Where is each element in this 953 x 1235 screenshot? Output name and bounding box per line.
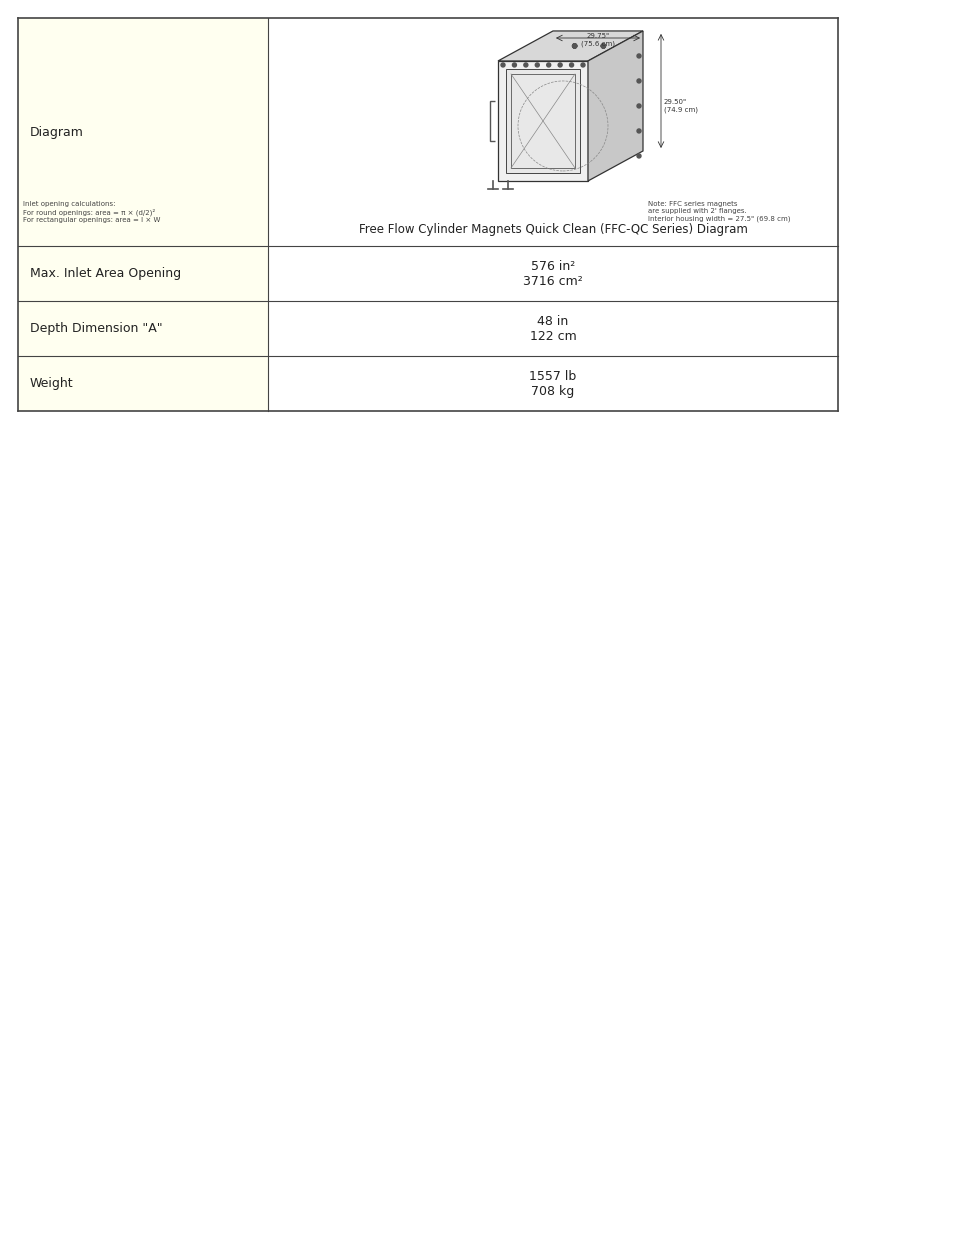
Bar: [18, 301, 268, 356]
Bar: [497, 61, 587, 182]
Bar: [268, 356, 837, 411]
Circle shape: [600, 44, 605, 48]
Text: Max. Inlet Area Opening: Max. Inlet Area Opening: [30, 267, 181, 280]
Circle shape: [600, 44, 605, 48]
Circle shape: [572, 44, 576, 48]
Text: 29.75"
(75.6 cm): 29.75" (75.6 cm): [580, 33, 615, 47]
Circle shape: [600, 44, 605, 48]
Circle shape: [637, 128, 640, 133]
Bar: [18, 356, 268, 411]
Circle shape: [637, 154, 640, 158]
Text: Free Flow Cylinder Magnets Quick Clean (FFC-QC Series) Diagram: Free Flow Cylinder Magnets Quick Clean (…: [358, 224, 746, 236]
Text: 48 in
122 cm: 48 in 122 cm: [529, 315, 576, 342]
Circle shape: [637, 79, 640, 83]
Circle shape: [572, 44, 576, 48]
Text: 576 in²
3716 cm²: 576 in² 3716 cm²: [522, 259, 582, 288]
Circle shape: [535, 63, 538, 67]
Circle shape: [546, 63, 550, 67]
Circle shape: [600, 44, 605, 48]
Circle shape: [637, 104, 640, 107]
Bar: [268, 301, 837, 356]
Circle shape: [637, 54, 640, 58]
Text: Diagram: Diagram: [30, 126, 84, 138]
Text: Inlet opening calculations:
For round openings: area = π × (d/2)²
For rectangula: Inlet opening calculations: For round op…: [23, 201, 160, 222]
Bar: [268, 246, 837, 301]
Text: Depth Dimension "A": Depth Dimension "A": [30, 322, 162, 335]
Circle shape: [500, 63, 504, 67]
Bar: [268, 19, 837, 246]
Polygon shape: [587, 31, 642, 182]
Circle shape: [523, 63, 527, 67]
Text: Weight: Weight: [30, 377, 73, 390]
Text: Note: FFC series magnets
are supplied with 2' flanges.
Interior housing width = : Note: FFC series magnets are supplied wi…: [647, 201, 790, 221]
Circle shape: [580, 63, 584, 67]
Circle shape: [572, 44, 576, 48]
Circle shape: [572, 44, 576, 48]
Circle shape: [512, 63, 516, 67]
Circle shape: [569, 63, 573, 67]
Circle shape: [572, 44, 576, 48]
Circle shape: [558, 63, 561, 67]
Text: 1557 lb
708 kg: 1557 lb 708 kg: [529, 369, 576, 398]
Circle shape: [600, 44, 605, 48]
Bar: [511, 74, 575, 168]
Bar: [18, 19, 268, 246]
Text: 29.50"
(74.9 cm): 29.50" (74.9 cm): [663, 99, 698, 112]
Polygon shape: [497, 31, 642, 61]
Bar: [18, 246, 268, 301]
Circle shape: [600, 44, 605, 48]
Circle shape: [572, 44, 576, 48]
Bar: [505, 69, 579, 173]
Circle shape: [600, 44, 605, 48]
Circle shape: [572, 44, 576, 48]
